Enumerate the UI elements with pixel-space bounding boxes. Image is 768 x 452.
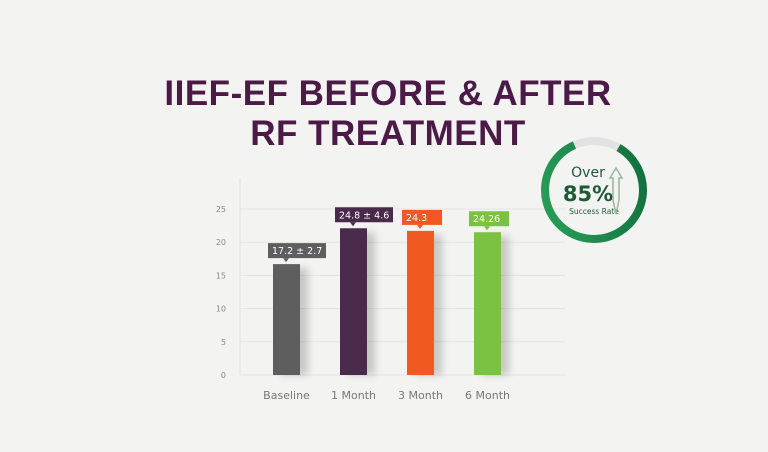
y-tick-label: 10 <box>216 305 226 314</box>
x-tick-label: 6 Month <box>465 389 510 402</box>
data-label-pointer <box>484 226 490 231</box>
y-tick-label: 20 <box>216 238 226 247</box>
badge-value: 85% <box>563 182 613 206</box>
data-label: 17.2 ± 2.7 <box>272 246 322 257</box>
bar-3-month <box>407 230 434 375</box>
badge-progress-arc <box>541 137 647 243</box>
badge-top: Over <box>571 165 605 181</box>
y-tick-label: 15 <box>216 271 226 280</box>
bar-baseline <box>273 264 300 375</box>
bar-6-month <box>474 232 501 375</box>
y-tick-label: 25 <box>216 205 226 214</box>
y-tick-label: 0 <box>221 371 226 380</box>
data-label-box <box>335 207 393 223</box>
data-label-pointer <box>350 222 356 227</box>
badge-caption: Success Rate <box>569 207 619 216</box>
bar-1-month <box>340 228 367 375</box>
data-label: 24.8 ± 4.6 <box>339 210 389 221</box>
success-badge: Over 85% Success Rate <box>541 137 647 243</box>
data-label-box <box>402 209 442 225</box>
x-tick-label: Baseline <box>263 389 310 402</box>
up-arrow-icon <box>608 166 624 215</box>
title-line-2: RF TREATMENT <box>250 114 526 153</box>
data-label-pointer <box>417 224 423 229</box>
title-line-1: IIEF-EF BEFORE & AFTER <box>164 74 612 113</box>
y-tick-label: 5 <box>221 338 226 347</box>
x-tick-label: 3 Month <box>398 389 443 402</box>
data-label: 24.3 <box>406 213 427 224</box>
data-label-pointer <box>283 258 289 263</box>
x-tick-label: 1 Month <box>331 389 376 402</box>
data-label-box <box>268 243 326 259</box>
data-label: 24.26 <box>473 214 500 225</box>
data-label-box <box>469 211 509 227</box>
